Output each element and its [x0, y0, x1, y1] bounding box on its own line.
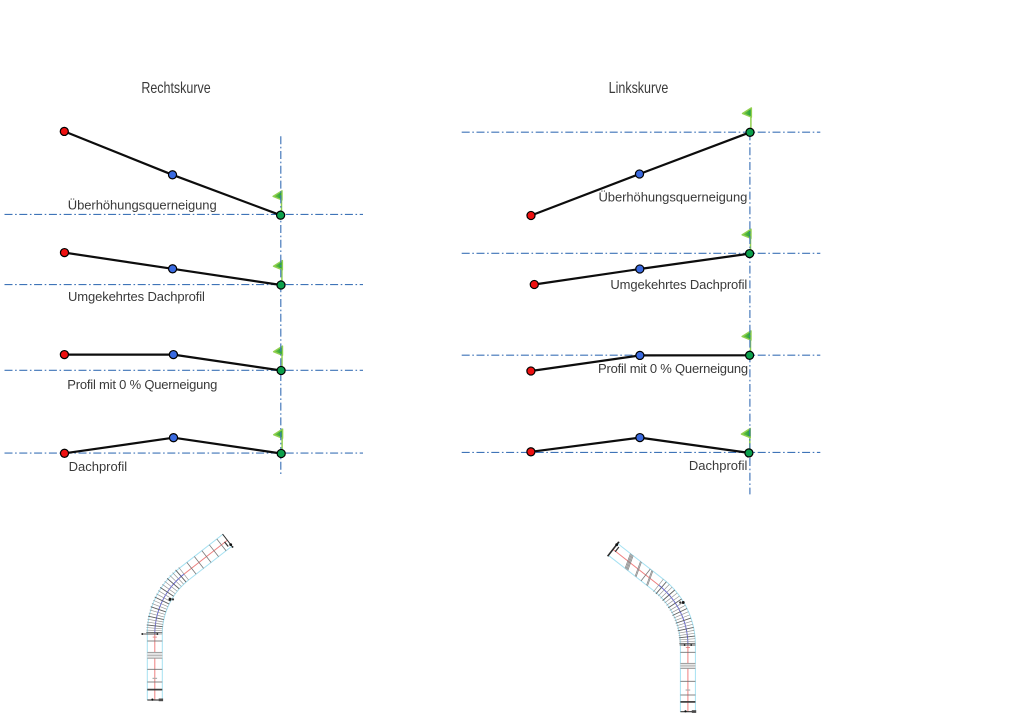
svg-text:Umgekehrtes Dachprofil: Umgekehrtes Dachprofil	[68, 289, 205, 304]
svg-text:Umgekehrtes Dachprofil: Umgekehrtes Dachprofil	[610, 277, 747, 292]
svg-text:Überhöhungsquerneigung: Überhöhungsquerneigung	[68, 198, 217, 213]
svg-text:Linkskurve: Linkskurve	[609, 80, 669, 98]
svg-text:Überhöhungsquerneigung: Überhöhungsquerneigung	[598, 190, 747, 205]
svg-text:Profil mit 0 % Querneigung: Profil mit 0 % Querneigung	[67, 377, 217, 392]
svg-text:Dachprofil: Dachprofil	[69, 459, 128, 474]
svg-text:Rechtskurve: Rechtskurve	[141, 80, 210, 98]
svg-text:Dachprofil: Dachprofil	[689, 458, 748, 473]
svg-text:Profil mit 0 % Querneigung: Profil mit 0 % Querneigung	[598, 361, 748, 376]
